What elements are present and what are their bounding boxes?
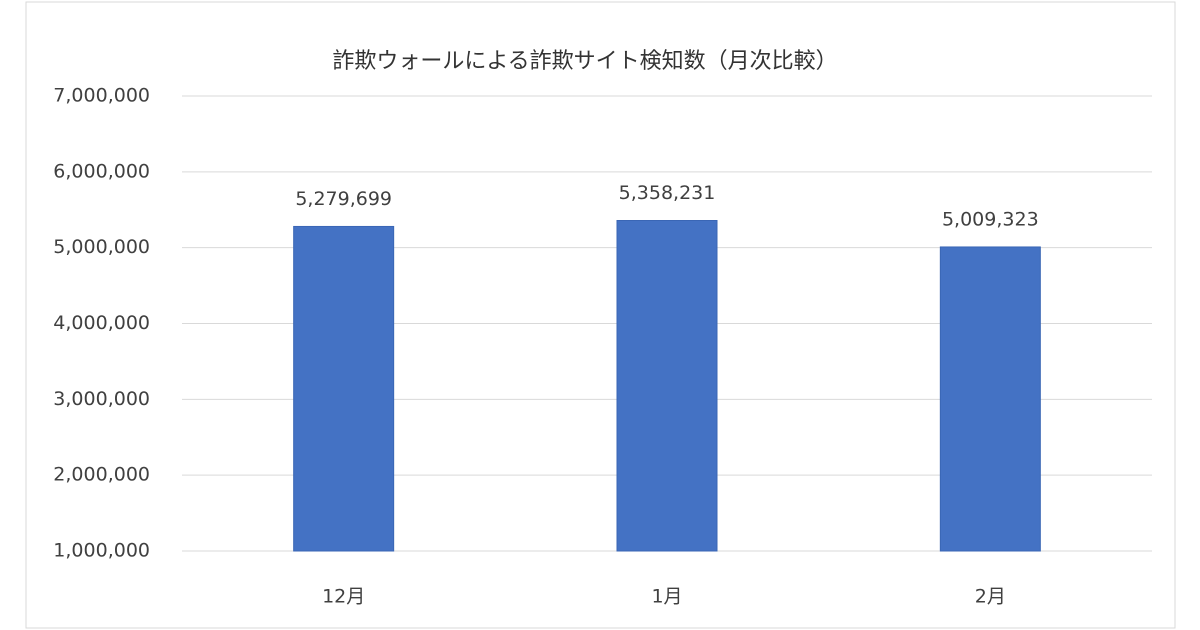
value-label: 5,279,699 bbox=[295, 188, 392, 210]
chart-title: 詐欺ウォールによる詐欺サイト検知数（月次比較） bbox=[332, 49, 837, 74]
bar bbox=[939, 246, 1041, 552]
y-tick-label: 2,000,000 bbox=[53, 464, 150, 486]
x-tick-label: 1月 bbox=[651, 586, 682, 608]
y-tick-label: 6,000,000 bbox=[53, 160, 150, 182]
bar bbox=[616, 220, 718, 552]
y-tick-label: 3,000,000 bbox=[53, 388, 150, 410]
y-tick-label: 7,000,000 bbox=[53, 85, 150, 107]
y-tick-label: 1,000,000 bbox=[53, 540, 150, 562]
y-tick-label: 4,000,000 bbox=[53, 312, 150, 334]
bar bbox=[293, 225, 395, 552]
x-tick-label: 2月 bbox=[975, 586, 1006, 608]
value-label: 5,358,231 bbox=[619, 182, 716, 204]
y-tick-label: 5,000,000 bbox=[53, 236, 150, 258]
value-label: 5,009,323 bbox=[942, 208, 1039, 230]
x-tick-label: 12月 bbox=[322, 586, 365, 608]
